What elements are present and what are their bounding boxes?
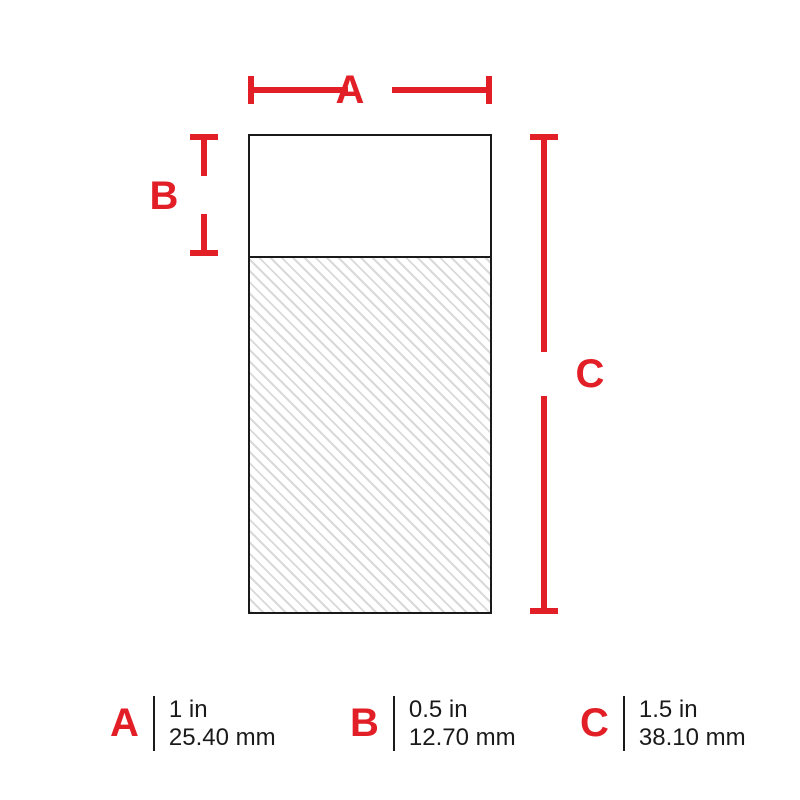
legend-item-b: B 0.5 in 12.70 mm — [350, 696, 516, 751]
label-textured-region — [248, 256, 492, 614]
dimension-c-label: C — [570, 352, 610, 397]
legend-letter-a: A — [110, 701, 139, 746]
legend-item-a: A 1 in 25.40 mm — [110, 696, 276, 751]
legend-letter-b: B — [350, 701, 379, 746]
legend-divider — [623, 696, 625, 751]
dimension-c-bracket — [526, 134, 562, 614]
legend-a-mm: 25.40 mm — [169, 724, 276, 752]
legend-c-mm: 38.10 mm — [639, 724, 746, 752]
dimension-b-label: B — [144, 174, 184, 219]
legend-values-b: 0.5 in 12.70 mm — [409, 696, 516, 751]
dimension-a-label: A — [330, 68, 370, 113]
legend-values-c: 1.5 in 38.10 mm — [639, 696, 746, 751]
legend-c-inches: 1.5 in — [639, 696, 746, 724]
dimension-b-bracket — [186, 134, 222, 256]
legend-divider — [153, 696, 155, 751]
legend-a-inches: 1 in — [169, 696, 276, 724]
dimension-a-bracket — [248, 68, 492, 112]
legend-values-a: 1 in 25.40 mm — [169, 696, 276, 751]
legend-letter-c: C — [580, 701, 609, 746]
legend-item-c: C 1.5 in 38.10 mm — [580, 696, 746, 751]
diagram-canvas: A B C A 1 in 25.40 mm B 0.5 in 12.70 mm … — [0, 0, 800, 800]
legend-b-mm: 12.70 mm — [409, 724, 516, 752]
legend-divider — [393, 696, 395, 751]
legend-b-inches: 0.5 in — [409, 696, 516, 724]
